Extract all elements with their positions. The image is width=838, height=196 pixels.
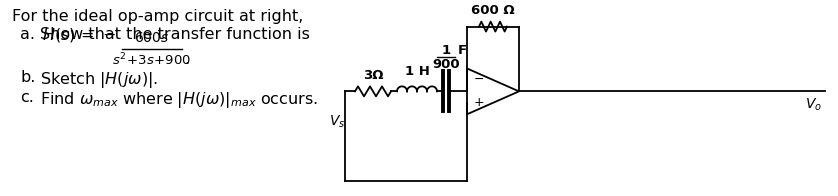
- Text: $V_o$: $V_o$: [805, 96, 822, 113]
- Text: 900: 900: [432, 58, 460, 72]
- Text: 1: 1: [442, 44, 451, 57]
- Text: 600 Ω: 600 Ω: [471, 4, 515, 17]
- Text: −: −: [474, 74, 484, 86]
- Text: $600s$: $600s$: [134, 31, 170, 44]
- Text: Sketch $|H(j\omega)|$.: Sketch $|H(j\omega)|$.: [40, 70, 158, 90]
- Text: $H(s)\,=\,-$: $H(s)\,=\,-$: [42, 25, 116, 44]
- Text: a.: a.: [20, 27, 35, 42]
- Text: For the ideal op-amp circuit at right,: For the ideal op-amp circuit at right,: [12, 9, 303, 24]
- Text: F: F: [458, 44, 467, 57]
- Text: +: +: [474, 96, 484, 109]
- Text: Find $\omega_{max}$ where $|H(j\omega)|_{max}$ occurs.: Find $\omega_{max}$ where $|H(j\omega)|_…: [40, 90, 318, 110]
- Text: .: .: [184, 52, 189, 66]
- Text: 1 H: 1 H: [405, 65, 429, 78]
- Text: b.: b.: [20, 70, 35, 85]
- Text: Show that the transfer function is: Show that the transfer function is: [40, 27, 310, 42]
- Text: $V_s$: $V_s$: [328, 113, 345, 130]
- Text: c.: c.: [20, 90, 34, 105]
- Text: $s^2\!+\!3s\!+\!900$: $s^2\!+\!3s\!+\!900$: [112, 52, 192, 68]
- Text: 3Ω: 3Ω: [363, 69, 383, 82]
